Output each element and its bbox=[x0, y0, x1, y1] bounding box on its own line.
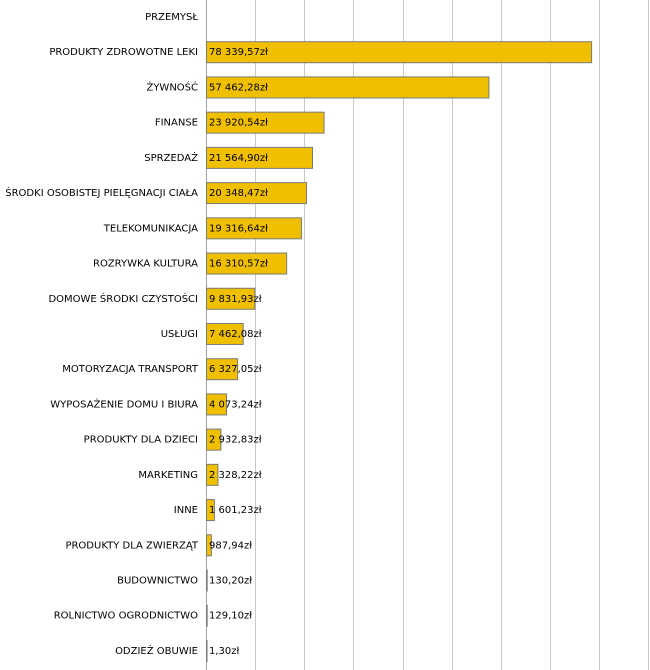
category-label: MARKETING bbox=[138, 470, 198, 481]
category-label: ŚRODKI OSOBISTEJ PIELĘGNACJI CIAŁA bbox=[5, 186, 198, 199]
value-label: 130,20zł bbox=[209, 576, 252, 587]
bar bbox=[206, 639, 208, 662]
value-label: 23 920,54zł bbox=[209, 118, 268, 129]
category-label: SPRZEDAŻ bbox=[144, 151, 198, 164]
bar bbox=[206, 146, 314, 169]
category-label: FINANSE bbox=[155, 118, 198, 129]
bar bbox=[206, 393, 228, 416]
value-label: 1 601,23zł bbox=[209, 505, 262, 516]
value-label: 4 073,24zł bbox=[209, 399, 262, 410]
bar bbox=[206, 499, 215, 522]
bar bbox=[206, 217, 302, 240]
category-label: ŻYWNOŚĆ bbox=[146, 80, 198, 93]
category-label: MOTORYZACJA TRANSPORT bbox=[62, 364, 199, 375]
category-label: TELEKOMUNIKACJA bbox=[103, 223, 198, 234]
value-label: 78 339,57zł bbox=[209, 47, 268, 58]
category-label: BUDOWNICTWO bbox=[117, 576, 198, 587]
bar bbox=[206, 322, 244, 345]
bar bbox=[206, 569, 208, 592]
value-label: 129,10zł bbox=[209, 611, 252, 622]
bar bbox=[206, 76, 490, 99]
value-label: 9 831,93zł bbox=[209, 294, 262, 305]
bar bbox=[206, 111, 325, 134]
value-label: 987,94zł bbox=[209, 540, 252, 551]
category-label: USŁUGI bbox=[161, 329, 198, 340]
value-label: 6 327,05zł bbox=[209, 364, 262, 375]
bar bbox=[206, 604, 208, 627]
category-label: WYPOSAŻENIE DOMU I BIURA bbox=[50, 397, 198, 410]
bar bbox=[206, 287, 256, 310]
category-label: ROZRYWKA KULTURA bbox=[93, 259, 198, 270]
value-label: 57 462,28zł bbox=[209, 82, 268, 93]
value-label: 19 316,64zł bbox=[209, 223, 268, 234]
category-label: ROLNICTWO OGRODNICTWO bbox=[54, 611, 198, 622]
category-label: PRZEMYSŁ bbox=[145, 12, 198, 23]
value-label: 21 564,90zł bbox=[209, 153, 268, 164]
category-label: PRODUKTY DLA DZIECI bbox=[84, 435, 198, 446]
value-label: 7 462,08zł bbox=[209, 329, 262, 340]
bar bbox=[206, 41, 593, 64]
bar bbox=[206, 534, 212, 557]
bar bbox=[206, 428, 222, 451]
bar bbox=[206, 358, 239, 381]
bar bbox=[206, 182, 308, 205]
value-label: 20 348,47zł bbox=[209, 188, 268, 199]
value-label: 2 328,22zł bbox=[209, 470, 262, 481]
value-label: 2 932,83zł bbox=[209, 435, 262, 446]
category-label: PRODUKTY ZDROWOTNE LEKI bbox=[49, 47, 198, 58]
category-label: INNE bbox=[174, 505, 198, 516]
bar bbox=[206, 252, 288, 275]
category-label: PRODUKTY DLA ZWIERZĄT bbox=[65, 540, 198, 551]
bar bbox=[206, 463, 219, 486]
value-label: 16 310,57zł bbox=[209, 259, 268, 270]
category-label: DOMOWE ŚRODKI CZYSTOŚCI bbox=[48, 292, 198, 305]
category-label: ODZIEŻ OBUWIE bbox=[115, 644, 198, 657]
value-label: 1,30zł bbox=[209, 646, 240, 657]
